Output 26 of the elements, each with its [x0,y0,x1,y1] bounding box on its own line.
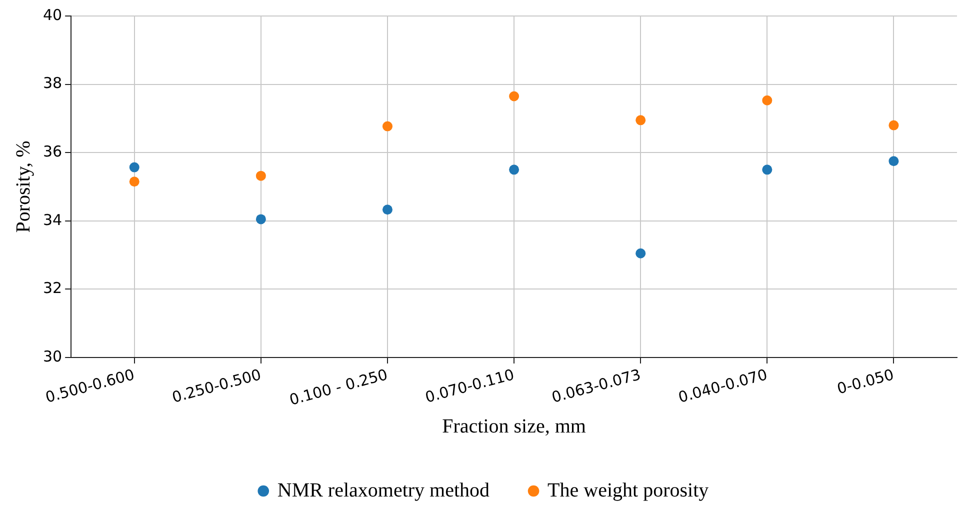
y-tick-label: 36 [42,142,62,160]
y-tick-label: 32 [42,279,62,298]
point [256,214,266,224]
point [129,176,140,187]
y-axis-title: Porosity, % [12,140,34,233]
point [382,121,392,132]
point [509,164,520,175]
point [636,248,646,258]
point [762,164,772,175]
point [129,162,140,172]
x-tick-label: 0.100 - 0.250 [287,365,390,409]
point [762,95,772,106]
legend-label: The weight porosity [548,479,709,502]
y-tick-label: 34 [42,210,62,229]
y-tick-label: 30 [42,347,62,366]
legend-label: NMR relaxometry method [277,479,490,502]
x-tick-label: 0-0.050 [835,365,896,398]
point [888,156,899,166]
y-tick-label: 40 [42,6,62,24]
point [888,120,899,130]
point [256,170,266,181]
point [509,91,520,102]
point [636,115,646,126]
x-axis-title: Fraction size, mm [442,415,586,438]
y-tick-label: 38 [42,74,62,92]
point [382,204,392,215]
